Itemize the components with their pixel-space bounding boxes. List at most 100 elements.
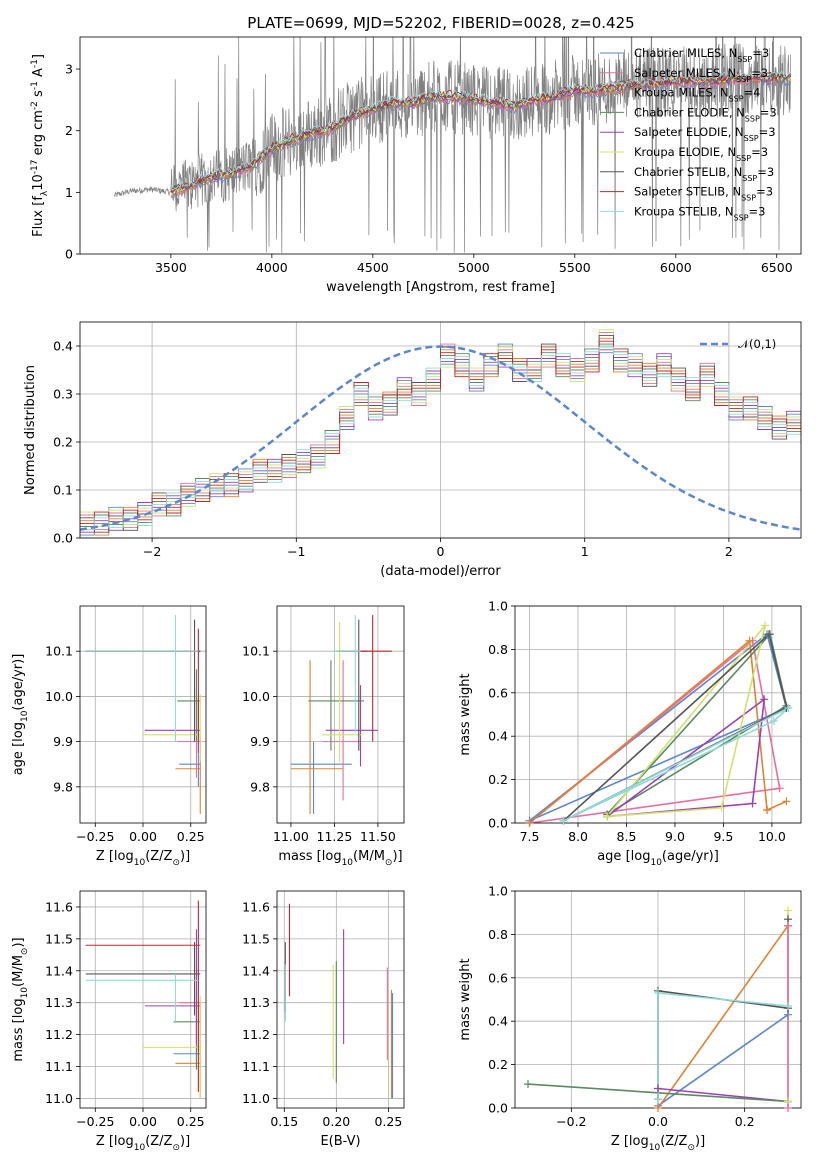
- label-fragment: Chabrier STELIB, N: [634, 165, 742, 179]
- x-tick-label: 0.25: [177, 829, 205, 844]
- x-tick-label: 0.25: [177, 1114, 205, 1129]
- y-tick-label: 11.6: [45, 899, 73, 914]
- grid: [277, 891, 404, 1108]
- label-fragment: Flux [f: [31, 196, 46, 237]
- label-fragment: =3: [751, 145, 768, 159]
- axes-frame: [514, 605, 802, 824]
- y-tick-label: 11.0: [45, 1091, 73, 1106]
- label-fragment: -17: [30, 160, 40, 175]
- x-tick-label: 7.5: [520, 829, 540, 844]
- grid: [80, 606, 206, 823]
- x-tick-label: 9.5: [713, 829, 733, 844]
- plot-area: [85, 615, 201, 814]
- label-fragment: SSP: [742, 173, 757, 182]
- label-fragment: ⊙: [687, 1143, 695, 1153]
- x-tick-label: −0.2: [556, 1114, 586, 1129]
- y-tick-label: 10.0: [242, 689, 270, 704]
- y-tick-label: 10.0: [45, 689, 73, 704]
- panel-residuals: −2 −1 0 1 2 0.0 0.1 0.2 0.3 0.4 (data-model)/error…: [23, 321, 802, 579]
- x-tick-label: 11.25: [317, 829, 353, 844]
- weight-line-kroupa-miles: [528, 639, 787, 823]
- legend-entry: Chabrier STELIB, NSSP=3: [634, 165, 774, 183]
- legend-entry: Salpeter STELIB, NSSP=3: [634, 185, 773, 203]
- label-fragment: =3: [749, 204, 766, 218]
- y-tick-label: 9.9: [53, 734, 73, 749]
- marker-plus-kroupa-stelib: [769, 717, 778, 726]
- legend-entry: Kroupa STELIB, NSSP=3: [634, 204, 765, 222]
- plot-area: [290, 615, 392, 814]
- x-tick-label: 3500: [155, 260, 187, 275]
- x-tick-label: 4000: [256, 260, 288, 275]
- x-tick-label: 5500: [559, 260, 591, 275]
- y-tick-label: 11.3: [242, 995, 270, 1010]
- panel-massweight_vs_age: 7.5 8.0 8.5 9.0 9.5 10.0 0.0 0.2 0.4 0.6 0.8 1.0 age…: [458, 599, 802, 868]
- legend-entry: Salpeter ELODIE, NSSP=3: [634, 125, 776, 143]
- histogram-step-chabrier-elodie: [80, 343, 801, 527]
- plot-area: [284, 903, 394, 1099]
- label-fragment: =3: [751, 66, 768, 80]
- y-tick-label: 11.4: [45, 963, 73, 978]
- x-tick-label: 8.0: [568, 829, 588, 844]
- weight-line-salpeter-miles: [528, 639, 781, 823]
- legend-entry: Salpeter MILES, NSSP=3: [634, 66, 768, 84]
- weight-line-kroupa-miles: [657, 925, 789, 1108]
- weight-line-chabrier-miles: [529, 632, 788, 822]
- x-axis-label: Z [log10(Z/Z⊙)]: [96, 849, 190, 868]
- label-fragment: age [log: [597, 849, 650, 864]
- x-axis-label: (data-model)/error: [380, 564, 501, 579]
- label-fragment: Kroupa ELODIE, N: [634, 145, 736, 159]
- marker-plus-kroupa-elodie: [603, 812, 612, 821]
- y-tick-label: 0.4: [488, 1014, 508, 1029]
- x-tick-label: 0.15: [270, 1114, 298, 1129]
- histogram-step-kroupa-elodie: [80, 329, 801, 527]
- marker-plus-kroupa-stelib: [559, 816, 568, 825]
- x-tick-label: −0.25: [76, 829, 114, 844]
- grid: [277, 606, 404, 823]
- y-tick-label: 1.0: [488, 884, 508, 899]
- y-tick-label: 3: [65, 62, 73, 77]
- label-fragment: λ: [40, 190, 50, 196]
- x-tick-label: −1: [287, 544, 305, 559]
- label-fragment: 10: [20, 987, 30, 999]
- marker-plus-kroupa-miles: [763, 805, 772, 814]
- y-tick-label: 1: [65, 185, 73, 200]
- x-axis-label: wavelength [Angstrom, rest frame]: [326, 280, 555, 295]
- label-fragment: (age/yr)]: [11, 654, 26, 711]
- label-fragment: Z [log: [611, 1134, 649, 1149]
- marker-plus-kroupa-miles: [782, 797, 791, 806]
- label-fragment: Salpeter MILES, N: [634, 66, 736, 80]
- x-tick-label: 9.0: [665, 829, 685, 844]
- y-tick-label: 11.2: [242, 1027, 270, 1042]
- marker-plus-kroupa-stelib: [654, 988, 662, 997]
- y-tick-label: 0.6: [488, 685, 508, 700]
- y-tick-label: 10.1: [45, 644, 73, 659]
- marker-plus-kroupa-stelib: [784, 703, 793, 712]
- label-fragment: )]: [11, 937, 26, 947]
- grid: [515, 605, 801, 824]
- panel-age_vs_mass: 11.00 11.25 11.50 9.8 9.9 10.0 10.1 mass [log10…: [242, 605, 405, 868]
- x-tick-label: 1: [581, 544, 589, 559]
- y-tick-label: 10.1: [242, 644, 270, 659]
- label-fragment: ⊙: [172, 858, 180, 868]
- label-fragment: 10: [134, 1143, 146, 1153]
- x-tick-label: 6500: [761, 260, 793, 275]
- panel-age_vs_Z: −0.25 0.00 0.259.89.910.010.1Z [log10(Z/Z⊙…: [11, 605, 207, 868]
- legend-entry: Chabrier ELODIE, NSSP=3: [634, 105, 777, 123]
- label-fragment: (Z/Z: [145, 1134, 172, 1149]
- x-tick-label: 0.00: [129, 829, 157, 844]
- histogram-step-kroupa-stelib: [80, 346, 801, 530]
- label-fragment: (M/M: [353, 849, 385, 864]
- x-tick-label: 11.00: [273, 829, 309, 844]
- y-tick-label: 0: [65, 247, 73, 262]
- label-fragment: 10: [650, 858, 662, 868]
- label-fragment: (data-model)/error: [380, 564, 501, 579]
- label-fragment: E(B-V): [320, 1134, 360, 1149]
- legend-entry: Chabrier MILES, NSSP=3: [634, 46, 769, 64]
- label-fragment: =3: [757, 165, 774, 179]
- model-line-kroupa-stelib: [170, 69, 791, 192]
- marker-plus-kroupa-elodie: [717, 803, 726, 812]
- plot-area: [80, 329, 801, 536]
- x-tick-label: 0.25: [374, 1114, 402, 1129]
- y-axis-label: mass weight: [458, 673, 473, 755]
